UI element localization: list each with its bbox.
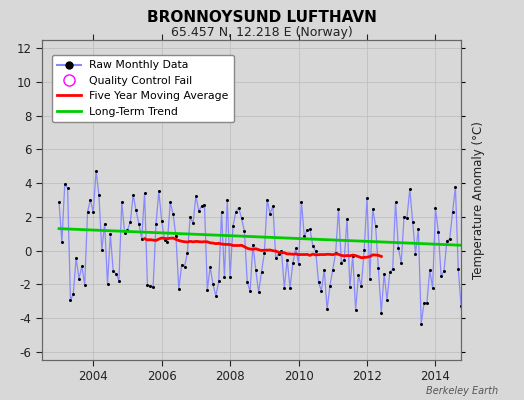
- Legend: Raw Monthly Data, Quality Control Fail, Five Year Moving Average, Long-Term Tren: Raw Monthly Data, Quality Control Fail, …: [51, 55, 234, 122]
- Text: BRONNOYSUND LUFTHAVN: BRONNOYSUND LUFTHAVN: [147, 10, 377, 25]
- Y-axis label: Temperature Anomaly (°C): Temperature Anomaly (°C): [472, 121, 485, 279]
- Text: 65.457 N, 12.218 E (Norway): 65.457 N, 12.218 E (Norway): [171, 26, 353, 39]
- Text: Berkeley Earth: Berkeley Earth: [425, 386, 498, 396]
